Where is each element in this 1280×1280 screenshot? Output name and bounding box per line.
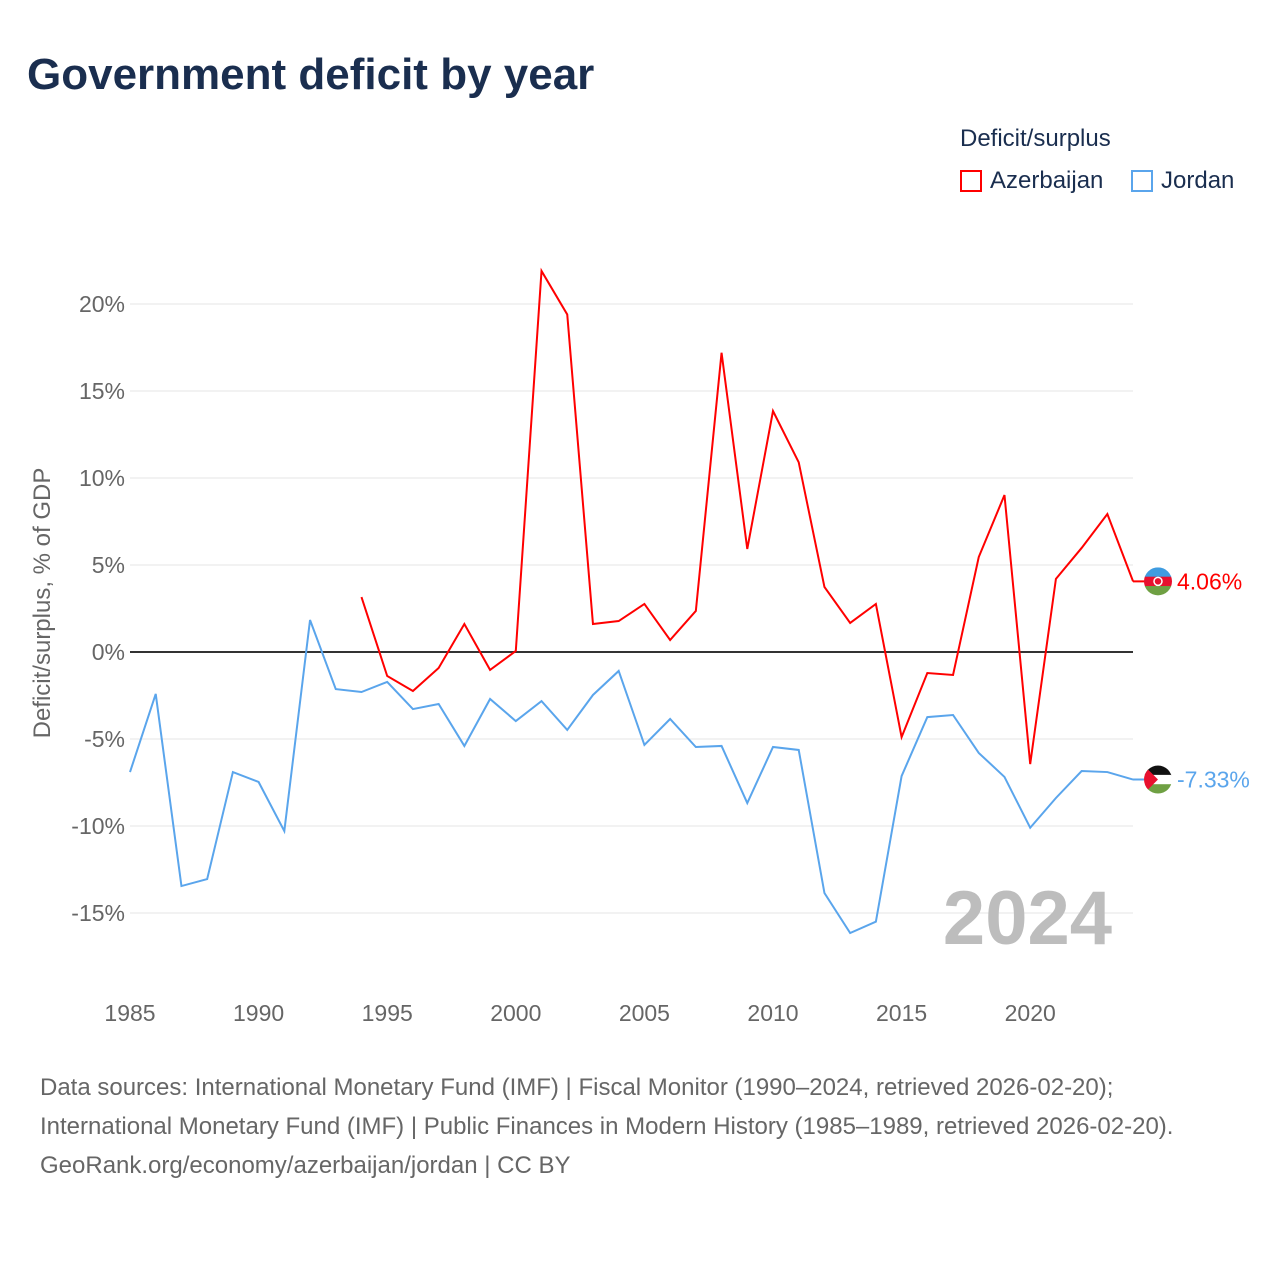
end-value-label: -7.33% <box>1177 767 1250 793</box>
y-tick-label: 10% <box>79 465 125 491</box>
chart-title: Government deficit by year <box>27 50 595 99</box>
y-tick-label: 5% <box>92 552 125 578</box>
legend-swatch <box>960 170 982 192</box>
y-tick-label: -10% <box>71 813 125 839</box>
x-tick-label: 1985 <box>104 1000 155 1026</box>
y-tick-label: 15% <box>79 378 125 404</box>
y-tick-label: 0% <box>92 639 125 665</box>
series-line-jordan <box>129 619 1134 935</box>
chart-area: Deficit/surplus, % of GDP -15% -10% -5% 0% 5… <box>29 267 1250 1026</box>
y-axis-label: Deficit/surplus, % of GDP <box>29 468 56 739</box>
legend-label: Jordan <box>1161 167 1235 194</box>
jordan-flag-icon <box>1144 765 1172 794</box>
y-tick-label: -5% <box>84 726 125 752</box>
legend-item-azerbaijan[interactable]: Azerbaijan <box>960 167 1103 195</box>
legend-item-jordan[interactable]: Jordan <box>1131 167 1234 195</box>
series-line-azerbaijan <box>360 267 1135 765</box>
year-watermark: 2024 <box>943 876 1112 961</box>
x-tick-label: 1990 <box>233 1000 284 1026</box>
legend-swatch <box>1131 170 1153 192</box>
x-tick-label: 2010 <box>747 1000 798 1026</box>
x-tick-label: 1995 <box>362 1000 413 1026</box>
end-value-label: 4.06% <box>1177 568 1242 594</box>
x-tick-label: 2005 <box>619 1000 670 1026</box>
legend-title: Deficit/surplus <box>960 125 1111 152</box>
source-note: Data sources: International Monetary Fun… <box>40 1068 1240 1185</box>
y-tick-label: 20% <box>79 291 125 317</box>
x-tick-label: 2020 <box>1005 1000 1056 1026</box>
azerbaijan-flag-icon <box>1144 567 1172 596</box>
x-tick-label: 2000 <box>490 1000 541 1026</box>
legend-label: Azerbaijan <box>990 167 1104 194</box>
data-sources: Data sources: International Monetary Fun… <box>40 1074 1174 1140</box>
attribution-link[interactable]: GeoRank.org/economy/azerbaijan/jordan | … <box>40 1152 571 1179</box>
x-tick-label: 2015 <box>876 1000 927 1026</box>
y-tick-label: -15% <box>71 900 125 926</box>
